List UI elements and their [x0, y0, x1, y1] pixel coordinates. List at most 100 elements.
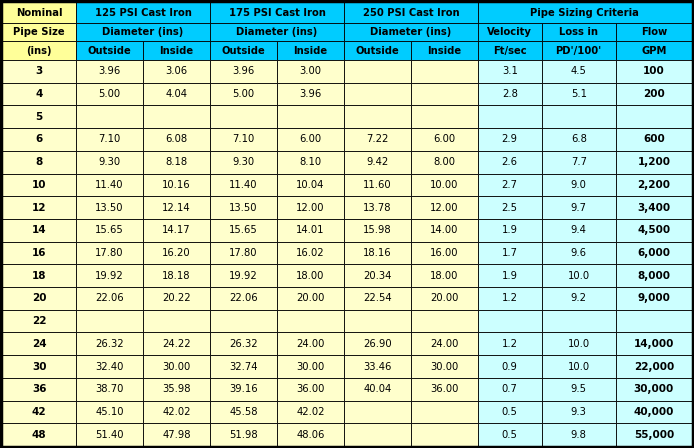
Text: 12.14: 12.14 — [162, 202, 191, 213]
Bar — [616, 173, 692, 196]
Text: 1.9: 1.9 — [502, 225, 518, 235]
Bar — [616, 241, 692, 264]
Text: 45.58: 45.58 — [229, 407, 257, 417]
Text: 9.30: 9.30 — [99, 157, 121, 167]
Bar — [210, 264, 277, 287]
Bar — [2, 241, 76, 264]
Bar — [210, 378, 277, 401]
Text: 5.00: 5.00 — [99, 89, 121, 99]
Bar — [616, 151, 692, 173]
Bar — [210, 151, 277, 173]
Text: 22,000: 22,000 — [634, 362, 674, 371]
Text: 0.5: 0.5 — [502, 407, 518, 417]
Bar — [210, 241, 277, 264]
Text: Ft/sec: Ft/sec — [493, 46, 527, 56]
Bar — [541, 423, 616, 446]
Bar — [76, 355, 143, 378]
Text: 2.9: 2.9 — [502, 134, 518, 144]
Bar — [210, 105, 277, 128]
Text: 3.96: 3.96 — [232, 66, 255, 76]
Text: 24.22: 24.22 — [162, 339, 191, 349]
Bar — [477, 173, 541, 196]
Text: PD'/100': PD'/100' — [556, 46, 602, 56]
Text: 9.8: 9.8 — [570, 430, 586, 439]
Bar — [210, 355, 277, 378]
Bar — [143, 241, 210, 264]
Bar — [344, 310, 411, 332]
Text: 47.98: 47.98 — [162, 430, 191, 439]
Bar — [616, 264, 692, 287]
Bar — [2, 219, 76, 241]
Text: 2.6: 2.6 — [502, 157, 518, 167]
Bar — [76, 105, 143, 128]
Text: 10.00: 10.00 — [430, 180, 459, 190]
Text: 10.04: 10.04 — [296, 180, 325, 190]
Bar — [541, 264, 616, 287]
Bar — [76, 151, 143, 173]
Bar — [541, 355, 616, 378]
Bar — [344, 151, 411, 173]
Text: 10.0: 10.0 — [568, 339, 590, 349]
Bar — [210, 23, 344, 42]
Bar — [210, 287, 277, 310]
Bar — [344, 105, 411, 128]
Text: 9.0: 9.0 — [570, 180, 586, 190]
Bar — [477, 355, 541, 378]
Bar — [616, 423, 692, 446]
Text: 9.6: 9.6 — [570, 248, 586, 258]
Bar — [277, 128, 344, 151]
Text: 38.70: 38.70 — [96, 384, 124, 394]
Text: 32.40: 32.40 — [96, 362, 124, 371]
Bar — [344, 2, 477, 23]
Bar — [411, 83, 477, 105]
Bar — [143, 219, 210, 241]
Bar — [477, 60, 541, 83]
Text: 1.9: 1.9 — [502, 271, 518, 281]
Bar — [411, 128, 477, 151]
Bar — [76, 423, 143, 446]
Text: 19.92: 19.92 — [95, 271, 124, 281]
Bar — [2, 105, 76, 128]
Text: 17.80: 17.80 — [95, 248, 124, 258]
Text: 2.7: 2.7 — [502, 180, 518, 190]
Text: Diameter (ins): Diameter (ins) — [103, 27, 184, 37]
Bar — [541, 287, 616, 310]
Bar — [210, 310, 277, 332]
Text: 48.06: 48.06 — [296, 430, 325, 439]
Text: 10: 10 — [32, 180, 46, 190]
Text: 2,200: 2,200 — [637, 180, 670, 190]
Text: (ins): (ins) — [26, 46, 52, 56]
Text: 6.00: 6.00 — [299, 134, 321, 144]
Bar — [277, 264, 344, 287]
Bar — [344, 219, 411, 241]
Text: 18.18: 18.18 — [162, 271, 191, 281]
Bar — [477, 128, 541, 151]
Text: 19.92: 19.92 — [229, 271, 258, 281]
Text: Inside: Inside — [294, 46, 328, 56]
Bar — [616, 287, 692, 310]
Text: 9.5: 9.5 — [570, 384, 586, 394]
Text: 12.00: 12.00 — [430, 202, 459, 213]
Bar — [210, 60, 277, 83]
Text: Outside: Outside — [355, 46, 399, 56]
Bar — [2, 60, 76, 83]
Text: 9,000: 9,000 — [638, 293, 670, 303]
Text: 36.00: 36.00 — [430, 384, 459, 394]
Bar — [541, 151, 616, 173]
Bar — [477, 378, 541, 401]
Bar — [344, 173, 411, 196]
Text: 48: 48 — [32, 430, 46, 439]
Bar — [277, 219, 344, 241]
Text: 30.00: 30.00 — [430, 362, 459, 371]
Text: 3.06: 3.06 — [165, 66, 187, 76]
Bar — [541, 241, 616, 264]
Text: 13.78: 13.78 — [363, 202, 391, 213]
Bar — [210, 401, 277, 423]
Text: 6.8: 6.8 — [570, 134, 586, 144]
Text: 42.02: 42.02 — [296, 407, 325, 417]
Bar — [277, 287, 344, 310]
Bar — [2, 173, 76, 196]
Text: Pipe Size: Pipe Size — [13, 27, 65, 37]
Bar — [541, 219, 616, 241]
Bar — [143, 173, 210, 196]
